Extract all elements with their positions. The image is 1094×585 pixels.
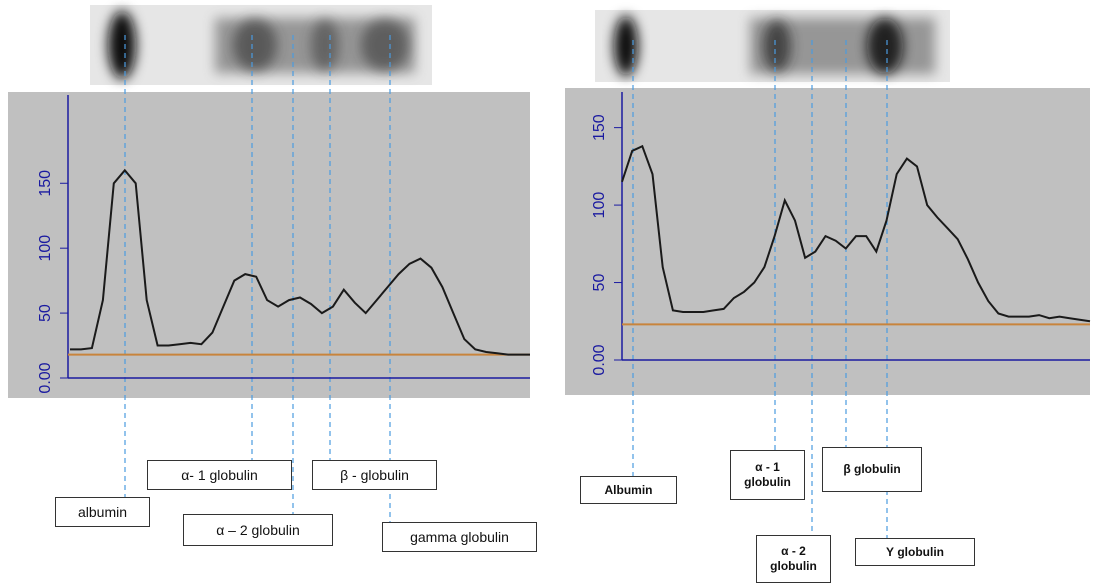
annotation-label: Albumin [580,476,677,504]
annotation-label: β - globulin [312,460,437,490]
y-tick-label: 150 [37,170,54,197]
y-tick-label: 50 [37,304,54,322]
figure: 0.00 50 100 150 0.00 50 100 150 albumin α- 1 glo… [0,0,1094,585]
annotation-label: Υ globulin [855,538,975,566]
annotation-label: α- 1 globulin [147,460,292,490]
annotation-label: α - 1 globulin [730,450,805,500]
gel-image [90,5,432,85]
plot-area [8,92,530,398]
chart: 0.00 50 100 150 0.00 50 100 150 [0,0,1094,585]
y-tick-label: 0.00 [37,362,54,393]
gel-image [595,10,950,82]
y-tick-label: 0.00 [591,344,608,375]
annotation-label: albumin [55,497,150,527]
annotation-label: α – 2 globulin [183,514,333,546]
annotation-label: gamma globulin [382,522,537,552]
y-tick-label: 50 [591,274,608,292]
annotation-label: α - 2 globulin [756,535,831,583]
plot-area [565,88,1090,395]
annotation-label: β globulin [822,447,922,492]
y-tick-label: 100 [37,235,54,262]
y-tick-label: 150 [591,114,608,141]
y-tick-label: 100 [591,192,608,219]
